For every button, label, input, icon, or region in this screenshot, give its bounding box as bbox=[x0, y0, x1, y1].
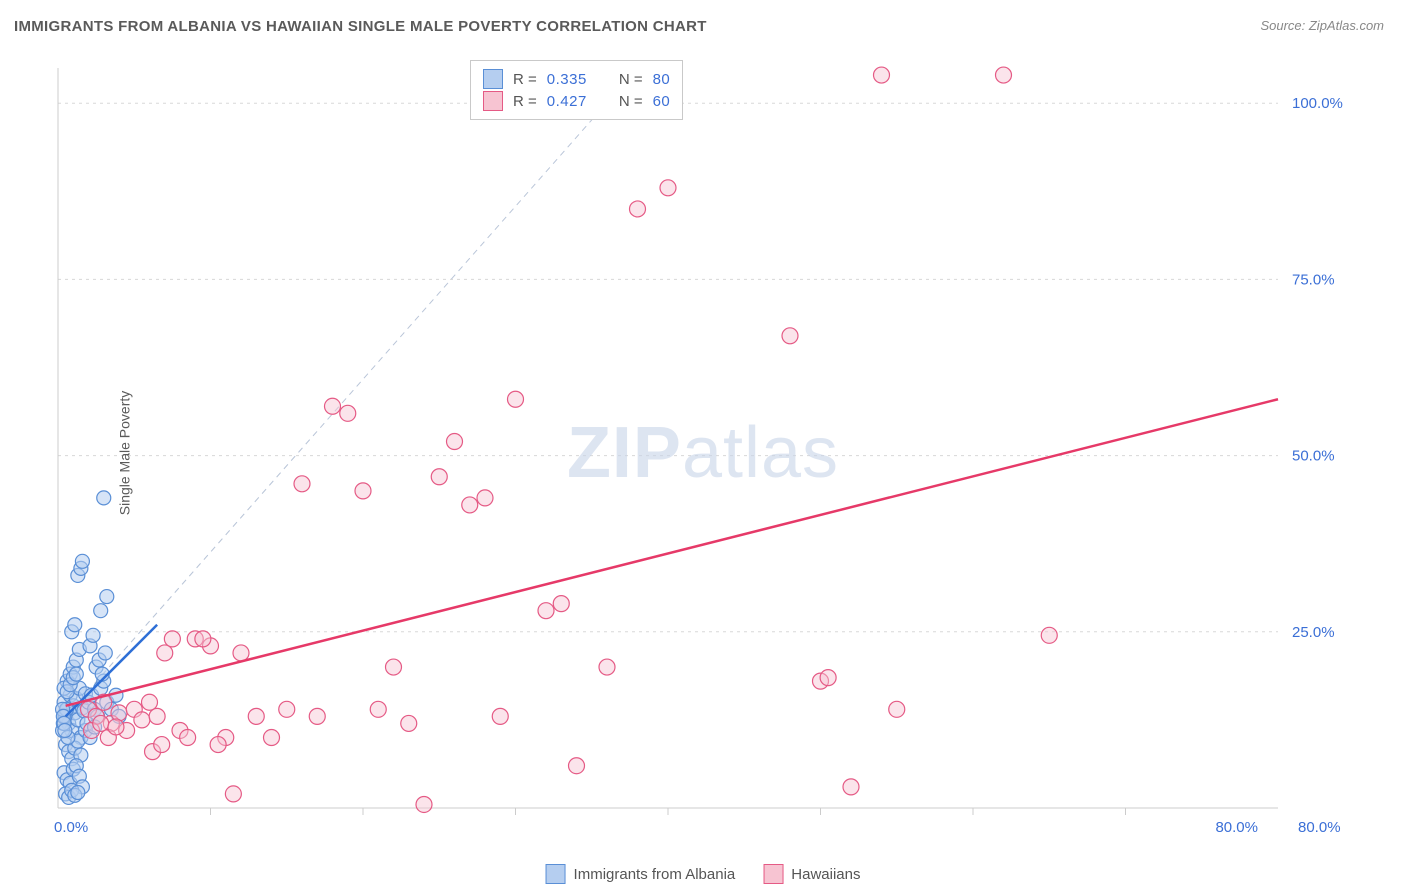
svg-text:80.0%: 80.0% bbox=[1298, 819, 1341, 836]
r-label: R = bbox=[513, 71, 537, 88]
source-label: Source: ZipAtlas.com bbox=[1260, 18, 1384, 33]
r-value-albania: 0.335 bbox=[547, 71, 587, 88]
r-label: R = bbox=[513, 93, 537, 110]
svg-text:75.0%: 75.0% bbox=[1292, 271, 1335, 288]
legend-swatch-albania bbox=[546, 864, 566, 884]
legend-label-hawaiians: Hawaiians bbox=[791, 866, 860, 883]
legend-item-albania: Immigrants from Albania bbox=[546, 864, 736, 884]
chart-title: IMMIGRANTS FROM ALBANIA VS HAWAIIAN SING… bbox=[14, 18, 707, 35]
svg-text:25.0%: 25.0% bbox=[1292, 624, 1335, 641]
svg-text:50.0%: 50.0% bbox=[1292, 448, 1335, 465]
stats-row-hawaiians: R = 0.427 N = 60 bbox=[483, 91, 670, 111]
n-label: N = bbox=[619, 71, 643, 88]
stats-row-albania: R = 0.335 N = 80 bbox=[483, 69, 670, 89]
svg-text:0.0%: 0.0% bbox=[54, 819, 88, 836]
legend-item-hawaiians: Hawaiians bbox=[763, 864, 860, 884]
n-label: N = bbox=[619, 93, 643, 110]
stats-legend-box: R = 0.335 N = 80 R = 0.427 N = 60 bbox=[470, 60, 683, 120]
n-value-albania: 80 bbox=[653, 71, 671, 88]
svg-text:80.0%: 80.0% bbox=[1215, 819, 1258, 836]
svg-text:100.0%: 100.0% bbox=[1292, 95, 1343, 112]
swatch-hawaiians bbox=[483, 91, 503, 111]
plot-area: Single Male Poverty 25.0% 50.0% 75.0% 100.0… bbox=[48, 58, 1358, 848]
bottom-legend: Immigrants from Albania Hawaiians bbox=[546, 864, 861, 884]
scatter-chart: 25.0% 50.0% 75.0% 100.0% 0.0% 80.0% 80.0% bbox=[48, 58, 1358, 848]
legend-swatch-hawaiians bbox=[763, 864, 783, 884]
legend-label-albania: Immigrants from Albania bbox=[574, 866, 736, 883]
r-value-hawaiians: 0.427 bbox=[547, 93, 587, 110]
y-axis-label: Single Male Poverty bbox=[116, 391, 132, 516]
n-value-hawaiians: 60 bbox=[653, 93, 671, 110]
swatch-albania bbox=[483, 69, 503, 89]
